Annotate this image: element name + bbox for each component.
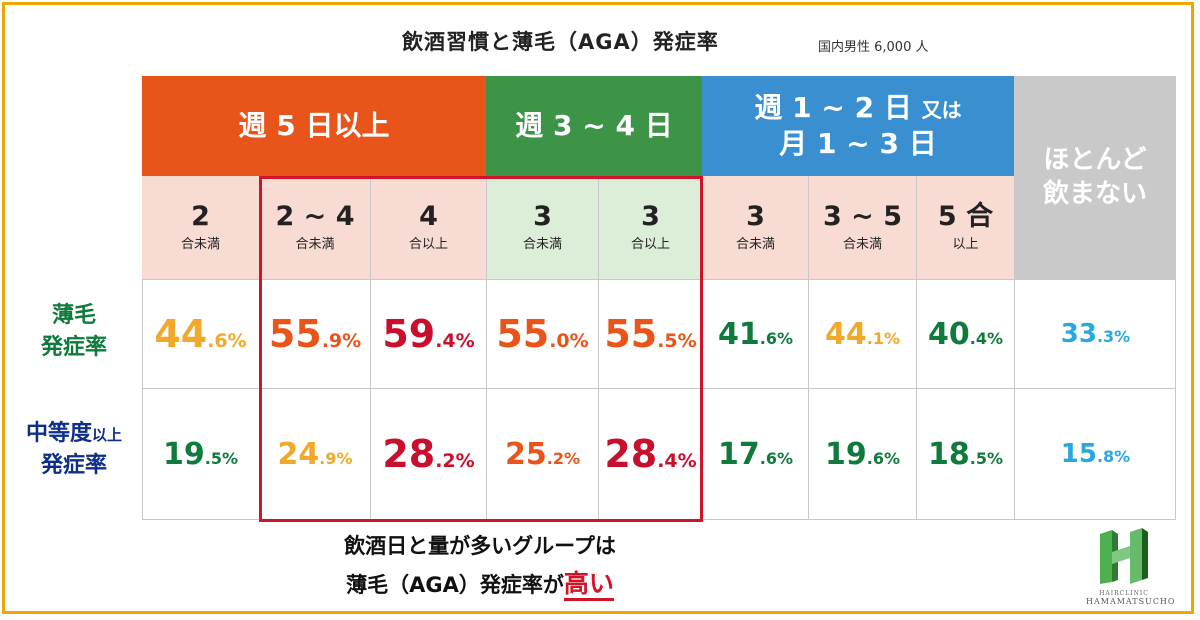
subheader-col-1: 2 合未満 xyxy=(142,176,259,279)
note-highlight: 高い xyxy=(563,568,614,601)
note-line1: 飲酒日と量が多いグループは xyxy=(344,534,616,558)
value-cell: 18.5% xyxy=(916,389,1014,519)
group-label-line2: 月 1 ~ 3 日 xyxy=(779,127,937,160)
value-cell: 55.5% xyxy=(598,280,702,388)
subheader-col-4: 3 合未満 xyxy=(486,176,598,279)
subheader-col-3: 4 合以上 xyxy=(370,176,486,279)
row-label-moderate: 中等度以上 発症率 xyxy=(25,421,123,478)
value-cell: 19.6% xyxy=(808,389,916,519)
value-cell: 25.2% xyxy=(486,389,598,519)
subheader-col-2: 2 ~ 4 合未満 xyxy=(259,176,370,279)
value-cell: 24.9% xyxy=(259,389,370,519)
value-cell: 55.0% xyxy=(486,280,598,388)
value-cell: 55.9% xyxy=(259,280,370,388)
value-cell: 41.6% xyxy=(702,280,808,388)
value-cell: 17.6% xyxy=(702,389,808,519)
subheader-col-7: 3 ~ 5 合未満 xyxy=(808,176,916,279)
value-cell: 33.3% xyxy=(1014,280,1176,388)
group-label: 週 5 日以上 xyxy=(238,108,390,142)
h-logo-icon xyxy=(1100,528,1148,584)
logo-text-small: HAIRCLINIC xyxy=(1099,590,1149,597)
subheader-col-6: 3 合未満 xyxy=(702,176,808,279)
row-label-hair-loss: 薄毛 発症率 xyxy=(40,303,107,360)
value-cell: 19.5% xyxy=(163,436,238,472)
clinic-logo: HAIRCLINIC HAMAMATSUCHO xyxy=(1086,528,1176,606)
value-cell: 44.1% xyxy=(808,280,916,388)
header-divider xyxy=(142,279,1176,280)
value-cell: 28.4% xyxy=(598,389,702,519)
value-cell: 15.8% xyxy=(1014,389,1176,519)
value-cell: 59.4% xyxy=(370,280,486,388)
group-label-line1: ほとんど xyxy=(1043,144,1147,175)
subheader-col-8: 5 合以上 xyxy=(916,176,1014,279)
value-cell: 40.4% xyxy=(916,280,1014,388)
group-label-small: 又は xyxy=(921,97,962,122)
page-subtitle: 国内男性 6,000 人 xyxy=(818,40,929,55)
logo-text: HAMAMATSUCHO xyxy=(1086,597,1176,606)
group-header-rarely: ほとんど 飲まない xyxy=(1014,76,1176,279)
page-title: 飲酒習慣と薄毛（AGA）発症率 xyxy=(402,30,719,54)
group-label-line1: 週 1 ~ 2 日 xyxy=(754,90,912,124)
conclusion-note: 飲酒日と量が多いグループは 薄毛（AGA）発症率が高い xyxy=(300,530,660,604)
value-cell: 44.6% xyxy=(154,312,247,356)
group-label-line2: 飲まない xyxy=(1042,178,1147,209)
row-divider xyxy=(142,388,1176,389)
group-label: 週 3 ~ 4 日 xyxy=(515,108,673,142)
group-header-weekly-monthly: 週 1 ~ 2 日 又は 月 1 ~ 3 日 xyxy=(702,76,1014,176)
subheader-col-5: 3 合以上 xyxy=(598,176,702,279)
group-header-3-4days: 週 3 ~ 4 日 xyxy=(486,76,702,176)
note-line2: 薄毛（AGA）発症率が xyxy=(346,572,564,597)
highlight-box xyxy=(259,176,703,522)
group-header-5days: 週 5 日以上 xyxy=(142,76,486,176)
value-cell: 28.2% xyxy=(370,389,486,519)
